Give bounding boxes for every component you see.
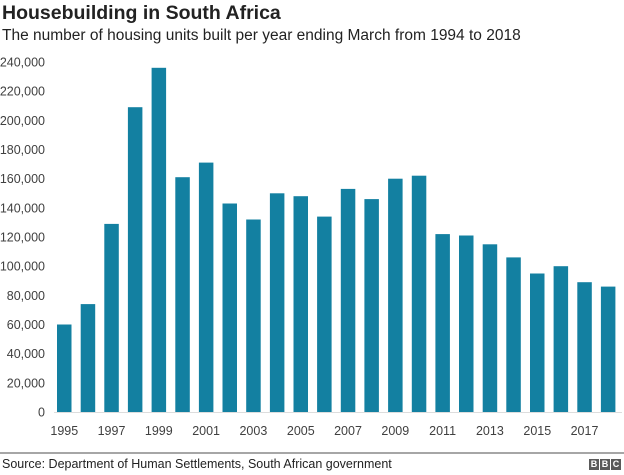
- y-tick-label: 40,000: [7, 347, 45, 361]
- bar-2015: [530, 273, 545, 412]
- bar-1998: [127, 107, 143, 412]
- x-tick-label: 2007: [334, 424, 362, 438]
- x-tick-label: 2017: [571, 424, 599, 438]
- source-note: Source: Department of Human Settlements,…: [2, 457, 392, 471]
- y-tick-label: 0: [38, 406, 45, 420]
- bar-1999: [151, 67, 167, 413]
- chart-title: Housebuilding in South Africa: [2, 2, 281, 24]
- bbc-logo-letter: B: [600, 459, 610, 470]
- bar-2008: [364, 199, 379, 412]
- x-tick-label: 2009: [381, 424, 409, 438]
- bar-chart: 0 20,000 40,000 60,000 80,000 100,000 120,000 1…: [0, 56, 622, 438]
- footer-divider: [0, 452, 624, 454]
- x-tick-label: 2003: [239, 424, 267, 438]
- x-tick-label: 2011: [429, 424, 456, 438]
- y-tick-label: 80,000: [7, 289, 45, 303]
- bar-2014: [506, 257, 521, 412]
- bar-2009: [388, 178, 403, 412]
- x-axis-ticks: 1995 1997 1999 2001 2003 2005 2007 2009 2011 2013…: [50, 424, 598, 438]
- y-tick-label: 220,000: [0, 85, 45, 99]
- x-tick-label: 2005: [287, 424, 315, 438]
- y-tick-label: 60,000: [7, 318, 45, 332]
- bar-1995: [57, 324, 72, 412]
- bar-2001: [198, 162, 214, 412]
- y-tick-label: 240,000: [0, 56, 45, 70]
- bar-2018: [600, 286, 616, 412]
- bar-2006: [317, 216, 332, 412]
- x-tick-label: 2001: [192, 424, 220, 438]
- y-tick-label: 140,000: [0, 201, 45, 215]
- bar-2016: [553, 266, 569, 412]
- bbc-logo-letter: C: [611, 459, 621, 470]
- bar-1996: [80, 304, 96, 412]
- x-tick-label: 2013: [476, 424, 504, 438]
- y-tick-label: 180,000: [0, 143, 45, 157]
- y-tick-label: 120,000: [0, 231, 45, 245]
- bar-2002: [222, 203, 237, 412]
- bar-2010: [411, 175, 427, 412]
- bar-2017: [577, 282, 592, 412]
- bar-2007: [340, 188, 356, 412]
- y-tick-label: 100,000: [0, 260, 45, 274]
- bar-2004: [269, 193, 285, 413]
- bar-2003: [246, 219, 261, 412]
- bar-2000: [175, 177, 190, 412]
- bar-2012: [459, 235, 474, 412]
- y-tick-label: 160,000: [0, 172, 45, 186]
- y-tick-label: 20,000: [7, 376, 45, 390]
- x-tick-label: 1997: [98, 424, 126, 438]
- x-tick-label: 1995: [50, 424, 78, 438]
- chart-subtitle: The number of housing units built per ye…: [2, 27, 521, 44]
- bar-2013: [482, 244, 498, 412]
- y-tick-label: 200,000: [0, 114, 45, 128]
- bar-2005: [293, 196, 308, 412]
- x-tick-label: 2015: [523, 424, 551, 438]
- bars: [57, 67, 616, 413]
- bar-1997: [104, 223, 119, 412]
- bar-2011: [435, 234, 450, 412]
- x-tick-label: 1999: [145, 424, 173, 438]
- bbc-logo: B B C: [589, 459, 621, 470]
- y-axis-ticks: 0 20,000 40,000 60,000 80,000 100,000 120,000 1…: [0, 56, 45, 420]
- bbc-logo-letter: B: [589, 459, 599, 470]
